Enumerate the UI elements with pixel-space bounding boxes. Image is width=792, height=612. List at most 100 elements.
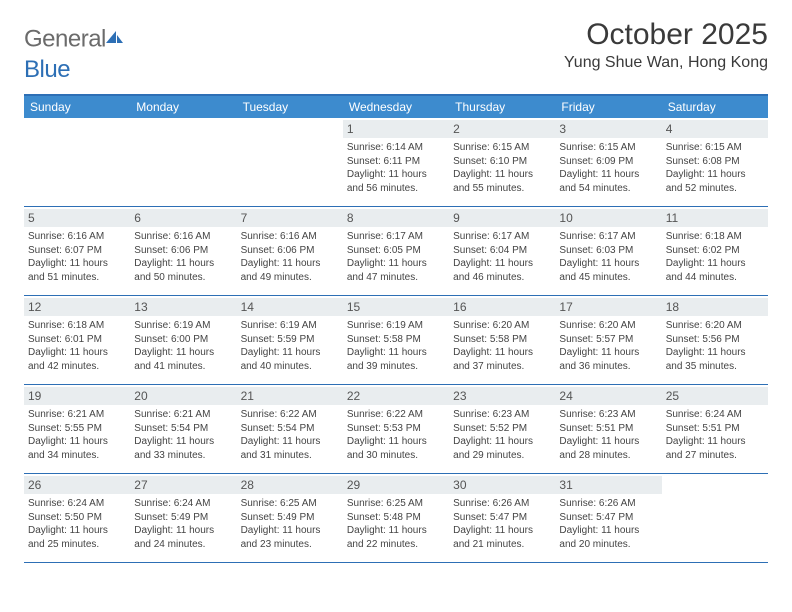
sunrise: Sunrise: 6:18 AM	[666, 230, 764, 244]
sunrise: Sunrise: 6:19 AM	[241, 319, 339, 333]
daylight: Daylight: 11 hours and 52 minutes.	[666, 168, 764, 195]
sunrise: Sunrise: 6:20 AM	[559, 319, 657, 333]
day-number: 19	[24, 387, 130, 405]
sunrise: Sunrise: 6:18 AM	[28, 319, 126, 333]
day-cell	[130, 118, 236, 206]
day-cell: 17 Sunrise: 6:20 AMSunset: 5:57 PMDayligh…	[555, 296, 661, 384]
day-info: Sunrise: 6:15 AMSunset: 6:09 PMDaylight:…	[559, 141, 657, 195]
day-number: 23	[449, 387, 555, 405]
day-cell: 7 Sunrise: 6:16 AMSunset: 6:06 PMDaylight…	[237, 207, 343, 295]
daylight: Daylight: 11 hours and 24 minutes.	[134, 524, 232, 551]
day-info: Sunrise: 6:25 AMSunset: 5:49 PMDaylight:…	[241, 497, 339, 551]
sunrise: Sunrise: 6:19 AM	[134, 319, 232, 333]
daylight: Daylight: 11 hours and 56 minutes.	[347, 168, 445, 195]
sunset: Sunset: 6:09 PM	[559, 155, 657, 169]
day-cell: 24Sunrise: 6:23 AMSunset: 5:51 PMDayligh…	[555, 385, 661, 473]
daylight: Daylight: 11 hours and 41 minutes.	[134, 346, 232, 373]
day-number: 6	[130, 209, 236, 227]
week-row: 5Sunrise: 6:16 AMSunset: 6:07 PMDaylight…	[24, 207, 768, 296]
day-number: 7	[237, 209, 343, 227]
logo-sail-icon	[104, 24, 124, 52]
sunrise: Sunrise: 6:15 AM	[453, 141, 551, 155]
daylight: Daylight: 11 hours and 44 minutes.	[666, 257, 764, 284]
daylight: Daylight: 11 hours and 30 minutes.	[347, 435, 445, 462]
day-cell: 3Sunrise: 6:15 AMSunset: 6:09 PMDaylight…	[555, 118, 661, 206]
dayhead-mon: Monday	[130, 96, 236, 118]
day-info: Sunrise: 6:19 AMSunset: 5:59 PMDaylight:…	[241, 319, 339, 373]
day-number: 22	[343, 387, 449, 405]
day-info: Sunrise: 6:20 AMSunset: 5:56 PMDaylight:…	[666, 319, 764, 373]
day-info: Sunrise: 6:26 AMSunset: 5:47 PMDaylight:…	[559, 497, 657, 551]
day-info: Sunrise: 6:17 AMSunset: 6:03 PMDaylight:…	[559, 230, 657, 284]
day-info: Sunrise: 6:15 AMSunset: 6:10 PMDaylight:…	[453, 141, 551, 195]
day-number: 25	[662, 387, 768, 405]
day-info: Sunrise: 6:19 AMSunset: 6:00 PMDaylight:…	[134, 319, 232, 373]
sunset: Sunset: 5:54 PM	[241, 422, 339, 436]
day-cell: 16Sunrise: 6:20 AMSunset: 5:58 PMDayligh…	[449, 296, 555, 384]
day-info: Sunrise: 6:26 AMSunset: 5:47 PMDaylight:…	[453, 497, 551, 551]
month-title: October 2025	[564, 18, 768, 52]
daylight: Daylight: 11 hours and 21 minutes.	[453, 524, 551, 551]
day-info: Sunrise: 6:23 AMSunset: 5:51 PMDaylight:…	[559, 408, 657, 462]
dayhead-sun: Sunday	[24, 96, 130, 118]
day-number: 27	[130, 476, 236, 494]
sunset: Sunset: 5:49 PM	[134, 511, 232, 525]
daylight: Daylight: 11 hours and 47 minutes.	[347, 257, 445, 284]
day-info: Sunrise: 6:18 AMSunset: 6:02 PMDaylight:…	[666, 230, 764, 284]
day-info: Sunrise: 6:25 AMSunset: 5:48 PMDaylight:…	[347, 497, 445, 551]
daylight: Daylight: 11 hours and 36 minutes.	[559, 346, 657, 373]
sunrise: Sunrise: 6:23 AM	[453, 408, 551, 422]
day-number: 1	[343, 120, 449, 138]
daylight: Daylight: 11 hours and 27 minutes.	[666, 435, 764, 462]
sunrise: Sunrise: 6:15 AM	[559, 141, 657, 155]
daylight: Daylight: 11 hours and 22 minutes.	[347, 524, 445, 551]
sunset: Sunset: 5:56 PM	[666, 333, 764, 347]
day-info: Sunrise: 6:16 AMSunset: 6:06 PMDaylight:…	[241, 230, 339, 284]
sunset: Sunset: 5:57 PM	[559, 333, 657, 347]
day-cell: 9Sunrise: 6:17 AMSunset: 6:04 PMDaylight…	[449, 207, 555, 295]
day-number: 20	[130, 387, 236, 405]
day-number: 9	[449, 209, 555, 227]
day-number: 12	[24, 298, 130, 316]
logo-part2: Blue	[24, 56, 70, 83]
day-number: 28	[237, 476, 343, 494]
daylight: Daylight: 11 hours and 39 minutes.	[347, 346, 445, 373]
day-number: 30	[449, 476, 555, 494]
day-cell: 22Sunrise: 6:22 AMSunset: 5:53 PMDayligh…	[343, 385, 449, 473]
week-row: 26Sunrise: 6:24 AMSunset: 5:50 PMDayligh…	[24, 474, 768, 563]
day-info: Sunrise: 6:15 AMSunset: 6:08 PMDaylight:…	[666, 141, 764, 195]
daylight: Daylight: 11 hours and 49 minutes.	[241, 257, 339, 284]
dayhead-sat: Saturday	[662, 96, 768, 118]
day-info: Sunrise: 6:23 AMSunset: 5:52 PMDaylight:…	[453, 408, 551, 462]
day-number: 10	[555, 209, 661, 227]
daylight: Daylight: 11 hours and 23 minutes.	[241, 524, 339, 551]
day-cell: 10 Sunrise: 6:17 AMSunset: 6:03 PMDayligh…	[555, 207, 661, 295]
day-info: Sunrise: 6:21 AMSunset: 5:54 PMDaylight:…	[134, 408, 232, 462]
dayhead-tue: Tuesday	[237, 96, 343, 118]
day-number: 4	[662, 120, 768, 138]
day-cell: 11Sunrise: 6:18 AMSunset: 6:02 PMDayligh…	[662, 207, 768, 295]
sunset: Sunset: 6:00 PM	[134, 333, 232, 347]
day-info: Sunrise: 6:24 AMSunset: 5:51 PMDaylight:…	[666, 408, 764, 462]
sunset: Sunset: 5:55 PM	[28, 422, 126, 436]
weeks-container: 1Sunrise: 6:14 AMSunset: 6:11 PMDaylight…	[24, 118, 768, 563]
daylight: Daylight: 11 hours and 51 minutes.	[28, 257, 126, 284]
sunset: Sunset: 6:04 PM	[453, 244, 551, 258]
sunrise: Sunrise: 6:24 AM	[666, 408, 764, 422]
sunrise: Sunrise: 6:24 AM	[134, 497, 232, 511]
daylight: Daylight: 11 hours and 20 minutes.	[559, 524, 657, 551]
day-cell: 29Sunrise: 6:25 AMSunset: 5:48 PMDayligh…	[343, 474, 449, 562]
sunrise: Sunrise: 6:20 AM	[666, 319, 764, 333]
sunrise: Sunrise: 6:14 AM	[347, 141, 445, 155]
sunset: Sunset: 6:06 PM	[241, 244, 339, 258]
sunrise: Sunrise: 6:22 AM	[347, 408, 445, 422]
daylight: Daylight: 11 hours and 42 minutes.	[28, 346, 126, 373]
sunset: Sunset: 5:50 PM	[28, 511, 126, 525]
day-cell: 19Sunrise: 6:21 AMSunset: 5:55 PMDayligh…	[24, 385, 130, 473]
sunset: Sunset: 5:51 PM	[559, 422, 657, 436]
sunrise: Sunrise: 6:26 AM	[453, 497, 551, 511]
day-cell: 26Sunrise: 6:24 AMSunset: 5:50 PMDayligh…	[24, 474, 130, 562]
sunset: Sunset: 5:48 PM	[347, 511, 445, 525]
dayhead-wed: Wednesday	[343, 96, 449, 118]
day-number: 17	[555, 298, 661, 316]
